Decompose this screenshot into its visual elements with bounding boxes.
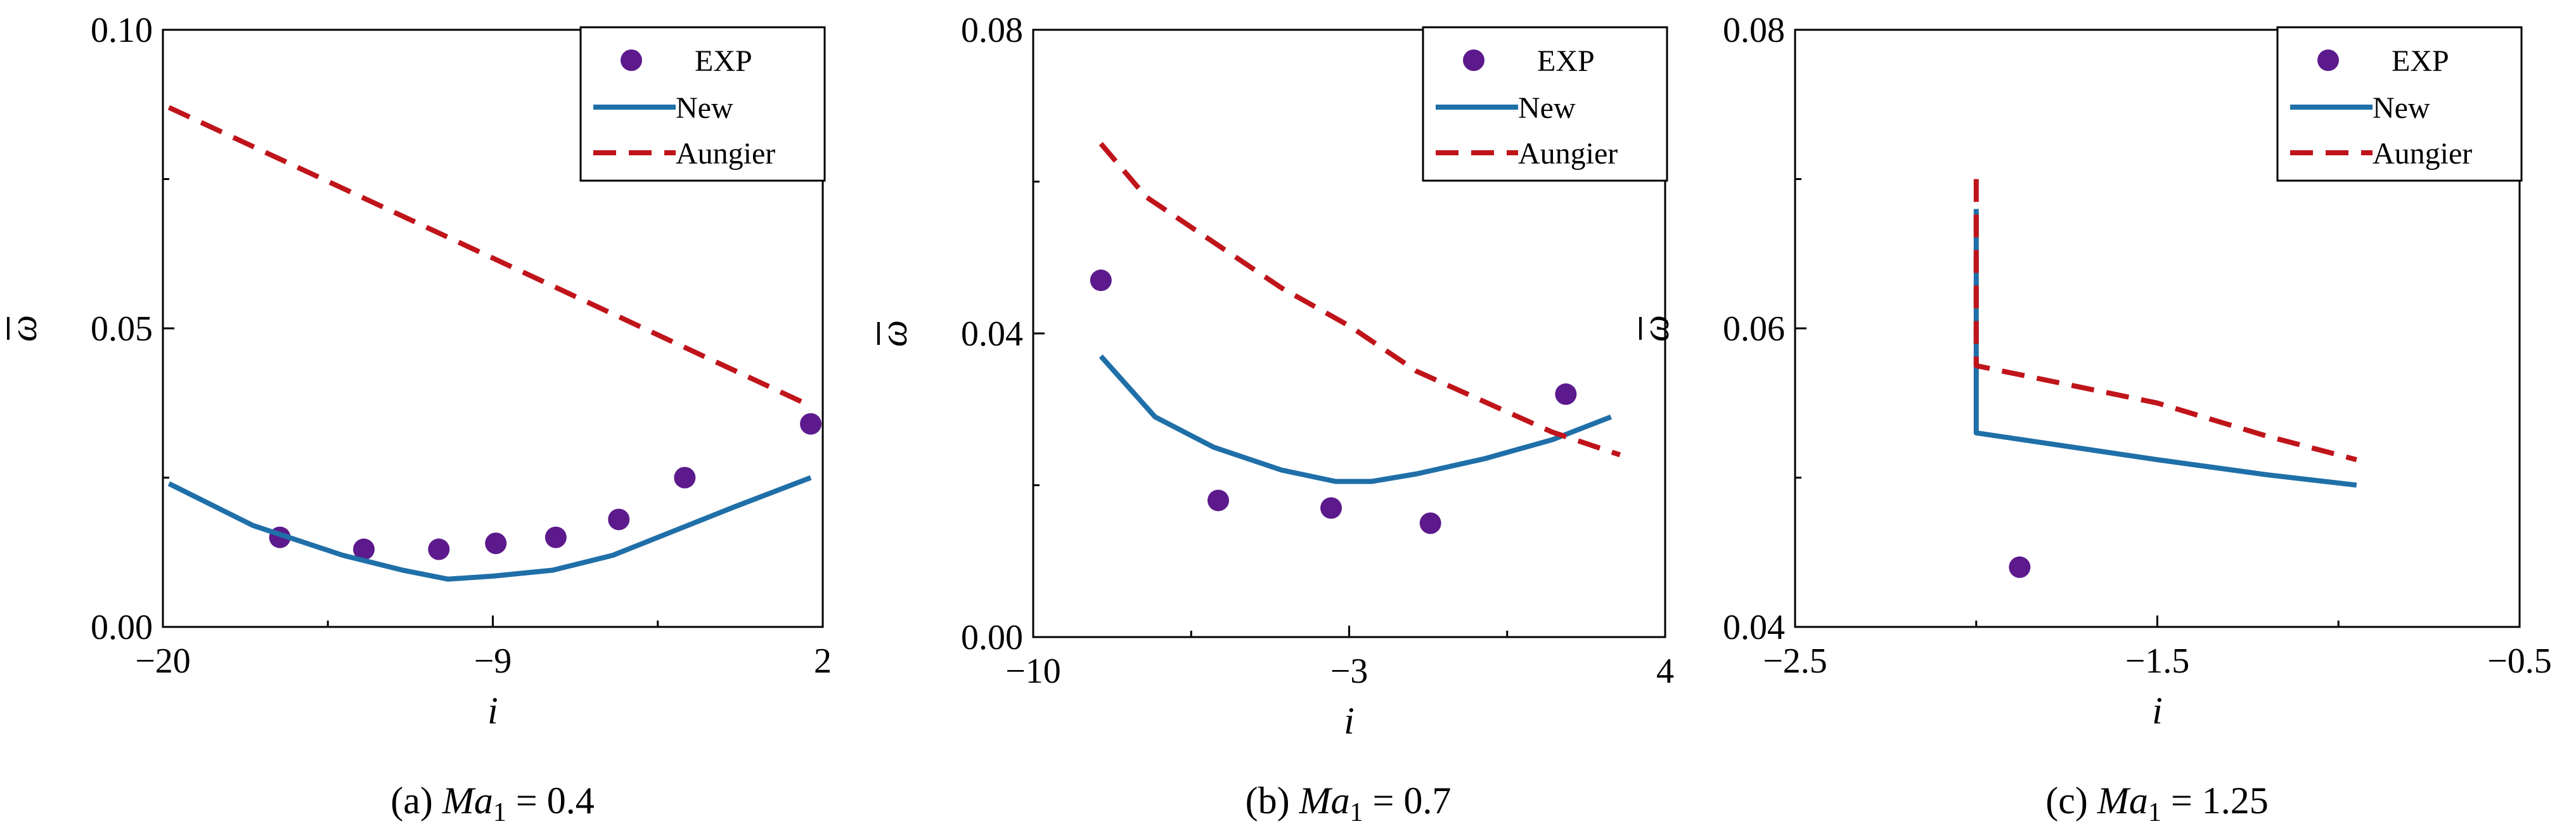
aungier-model-line — [1973, 179, 2357, 463]
legend-entry: Aungier — [676, 137, 775, 171]
legend-entry: New — [676, 91, 733, 125]
legend-frame — [1422, 26, 1668, 182]
legend-entry: Aungier — [2373, 137, 2472, 171]
x-tick-label: −3 — [1330, 652, 1368, 691]
x-tick-label: 4 — [1656, 652, 1674, 691]
legend-entry: New — [1518, 91, 1576, 125]
panel-caption: (c) Ma1 = 1.25 — [2045, 780, 2268, 827]
legend: EXP New Aungier — [579, 26, 826, 182]
new-model-line — [167, 475, 812, 582]
y-tick-label: 0.04 — [1723, 608, 1785, 647]
exp-data-point — [608, 508, 630, 531]
exp-data-point — [674, 467, 696, 489]
x-axis-label: i — [487, 690, 498, 732]
exp-data-point — [544, 526, 567, 548]
exp-data-point — [800, 413, 822, 435]
legend-exp-marker — [2317, 49, 2339, 71]
chart-panel-c: −2.5 −1.5 −0.50.040.060.08iωEXPNewAungier(… — [1635, 11, 2552, 827]
caption-subscript: 1 — [2148, 798, 2161, 827]
legend-entry: New — [2373, 91, 2430, 125]
new-model-line — [1098, 354, 1612, 484]
y-tick-label: 0.04 — [961, 314, 1023, 354]
x-tick-label: −9 — [474, 641, 512, 681]
legend-frame — [2276, 26, 2523, 182]
x-tick-label: 2 — [814, 641, 832, 681]
exp-data-point — [353, 538, 375, 560]
caption-ma: Ma — [2097, 780, 2148, 822]
exp-data-point — [1207, 489, 1229, 512]
y-tick-label: 0.08 — [1723, 11, 1785, 50]
x-tick-label: −20 — [135, 641, 191, 681]
x-tick-label: −2.5 — [1763, 641, 1827, 681]
y-tick-label: 0.06 — [1723, 309, 1785, 349]
x-axis-label: i — [2152, 690, 2163, 732]
aungier-model-line — [167, 105, 812, 409]
x-tick-label: −1.5 — [2125, 641, 2190, 681]
y-tick-label: 0.00 — [961, 618, 1023, 657]
legend-entry: EXP — [1537, 44, 1595, 78]
exp-data-point — [428, 538, 450, 560]
legend-entry: Aungier — [1518, 137, 1618, 171]
caption-label: (b) — [1246, 780, 1299, 822]
y-tick-label: 0.05 — [91, 309, 153, 349]
exp-data-point — [2009, 556, 2031, 578]
exp-data-point — [1090, 269, 1112, 292]
exp-data-point — [1419, 512, 1441, 534]
caption-ma: Ma — [442, 780, 493, 822]
x-tick-label: −0.5 — [2487, 641, 2552, 681]
y-tick-label: 0.08 — [961, 11, 1023, 50]
x-axis-label: i — [1344, 700, 1355, 742]
legend: EXP New Aungier — [1422, 26, 1668, 182]
legend-exp-marker — [621, 49, 642, 71]
caption-ma: Ma — [1299, 780, 1350, 822]
caption-label: (a) — [390, 780, 442, 822]
y-tick-label: 0.10 — [91, 11, 153, 50]
exp-data-point — [1555, 383, 1577, 405]
exp-data-point — [485, 532, 507, 555]
legend: EXP New Aungier — [2276, 26, 2523, 182]
caption-value: = 0.4 — [506, 780, 595, 822]
caption-subscript: 1 — [1350, 798, 1363, 827]
caption-value: = 1.25 — [2161, 780, 2269, 822]
panel-caption: (a) Ma1 = 0.4 — [390, 780, 594, 827]
caption-value: = 0.7 — [1363, 780, 1452, 822]
caption-label: (c) — [2045, 780, 2097, 822]
y-tick-label: 0.00 — [91, 608, 153, 647]
x-tick-label: −10 — [1005, 652, 1061, 691]
legend-entry: EXP — [2392, 44, 2449, 78]
exp-data-point — [1320, 497, 1343, 519]
aungier-model-line — [1098, 142, 1621, 458]
legend-entry: EXP — [695, 44, 752, 78]
legend-exp-marker — [1463, 49, 1484, 71]
panel-caption: (b) Ma1 = 0.7 — [1246, 780, 1452, 827]
legend-frame — [579, 26, 826, 182]
caption-subscript: 1 — [493, 798, 506, 827]
